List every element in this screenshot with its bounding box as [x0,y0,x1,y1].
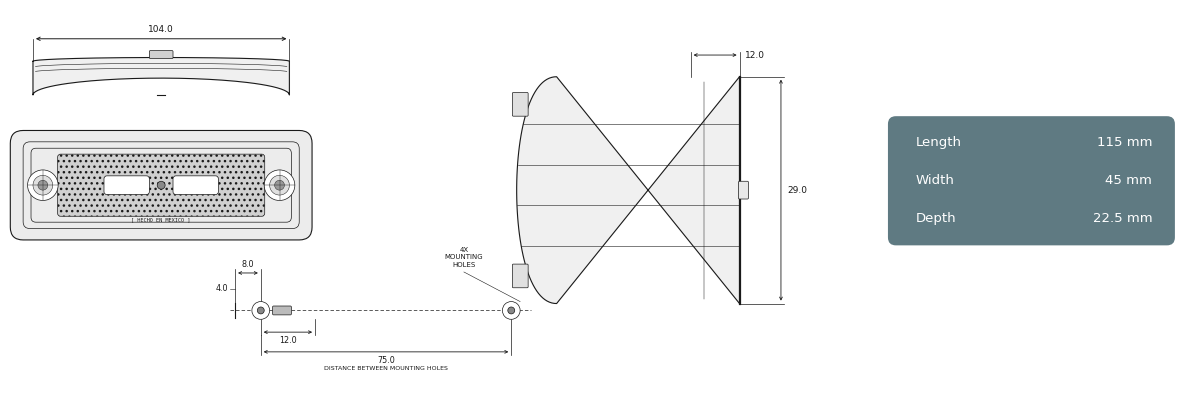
Circle shape [264,170,295,200]
FancyBboxPatch shape [11,130,312,240]
Text: 8.0: 8.0 [241,260,254,269]
Circle shape [38,180,48,190]
Circle shape [252,302,270,319]
FancyBboxPatch shape [512,92,528,116]
Text: 12.0: 12.0 [280,336,296,345]
Text: 115 mm: 115 mm [1097,136,1152,150]
FancyBboxPatch shape [272,306,292,315]
Text: 29.0: 29.0 [788,186,808,195]
Text: Length: Length [916,136,961,150]
Text: 75.0: 75.0 [377,356,395,365]
Circle shape [32,175,53,195]
FancyBboxPatch shape [173,176,218,194]
Text: 104.0: 104.0 [149,25,174,34]
FancyBboxPatch shape [888,116,1175,245]
FancyBboxPatch shape [738,181,749,199]
Text: 12.0: 12.0 [745,50,766,60]
Polygon shape [517,77,739,304]
Text: DISTANCE BETWEEN MOUNTING HOLES: DISTANCE BETWEEN MOUNTING HOLES [324,366,448,371]
Circle shape [270,175,289,195]
FancyBboxPatch shape [512,264,528,288]
Text: 4.0: 4.0 [216,284,228,293]
Text: [ HECHO EN MEXICO ]: [ HECHO EN MEXICO ] [132,217,191,222]
Circle shape [28,170,58,200]
Text: Depth: Depth [916,212,956,225]
Circle shape [257,307,264,314]
FancyBboxPatch shape [58,154,265,216]
Circle shape [508,307,515,314]
Text: 45 mm: 45 mm [1105,174,1152,187]
Circle shape [503,302,520,319]
Text: 22.5 mm: 22.5 mm [1092,212,1152,225]
FancyBboxPatch shape [104,176,149,194]
Circle shape [157,181,166,189]
Text: 4X
MOUNTING
HOLES: 4X MOUNTING HOLES [445,247,484,268]
Polygon shape [32,58,289,95]
Text: Width: Width [916,174,954,187]
FancyBboxPatch shape [149,51,173,58]
Circle shape [275,180,284,190]
